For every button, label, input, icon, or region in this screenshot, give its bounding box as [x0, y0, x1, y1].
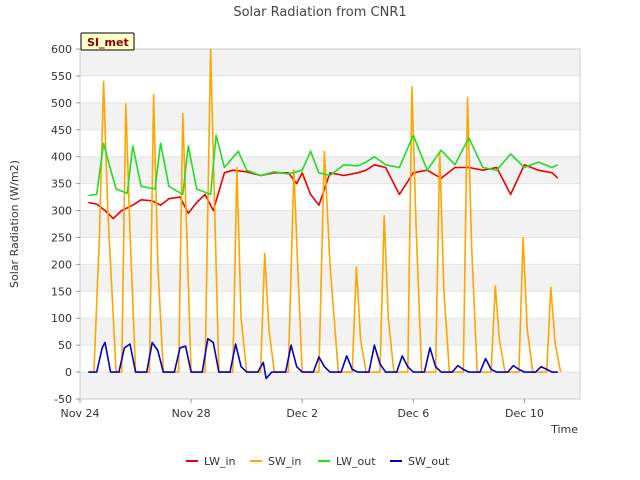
- y-tick-label: 350: [51, 178, 72, 191]
- y-tick-label: 400: [51, 151, 72, 164]
- y-tick-label: 200: [51, 258, 72, 271]
- legend: LW_in SW_in LW_out SW_out: [186, 455, 450, 468]
- y-tick-label: 150: [51, 285, 72, 298]
- y-tick-label: 500: [51, 97, 72, 110]
- series-layer: [88, 48, 562, 380]
- y-tick-label: 300: [51, 205, 72, 218]
- y-tick-label: 550: [51, 70, 72, 83]
- y-axis-ticks: -50 0 50 100 150 200 250 300 350 400 450 500 550 600: [51, 43, 80, 406]
- y-tick-label: -50: [54, 393, 72, 406]
- legend-label-sw-in: SW_in: [268, 455, 301, 468]
- y-tick-label: 450: [51, 124, 72, 137]
- grid-band: [80, 210, 580, 238]
- y-tick-label: 600: [51, 43, 72, 56]
- station-badge-box: [80, 32, 135, 51]
- y-tick-label: 250: [51, 231, 72, 244]
- x-axis-label: Time: [550, 423, 578, 436]
- station-badge: SI_met: [80, 32, 135, 51]
- y-tick-label: 0: [65, 366, 72, 379]
- grid-band: [80, 183, 580, 211]
- x-axis-ticks: Nov 24 Nov 28 Dec 2 Dec 6 Dec 10: [61, 399, 544, 420]
- grid-band: [80, 129, 580, 157]
- grid-band: [80, 102, 580, 130]
- legend-label-lw-in: LW_in: [204, 455, 236, 468]
- grid-band: [80, 49, 580, 76]
- legend-label-sw-out: SW_out: [408, 455, 450, 468]
- grid-band: [80, 372, 580, 399]
- legend-label-lw-out: LW_out: [336, 455, 376, 468]
- series-line-sw-out: [88, 337, 558, 380]
- x-tick-label: Nov 28: [172, 407, 211, 420]
- y-tick-label: 50: [58, 339, 72, 352]
- grid-bands: [80, 49, 580, 400]
- station-badge-label: SI_met: [87, 36, 129, 49]
- plot-frame: [79, 48, 581, 400]
- grid-band: [80, 291, 580, 319]
- y-tick-label: 100: [51, 312, 72, 325]
- chart-title: Solar Radiation from CNR1: [233, 5, 406, 20]
- grid-band: [80, 318, 580, 346]
- x-tick-label: Dec 6: [397, 407, 429, 420]
- grid-band: [80, 75, 580, 103]
- x-tick-label: Dec 10: [505, 407, 544, 420]
- x-tick-label: Dec 2: [286, 407, 318, 420]
- x-tick-label: Nov 24: [61, 407, 100, 420]
- series-line-lw-out: [88, 134, 559, 197]
- y-axis-label: Solar Radiation (W/m2): [8, 160, 21, 288]
